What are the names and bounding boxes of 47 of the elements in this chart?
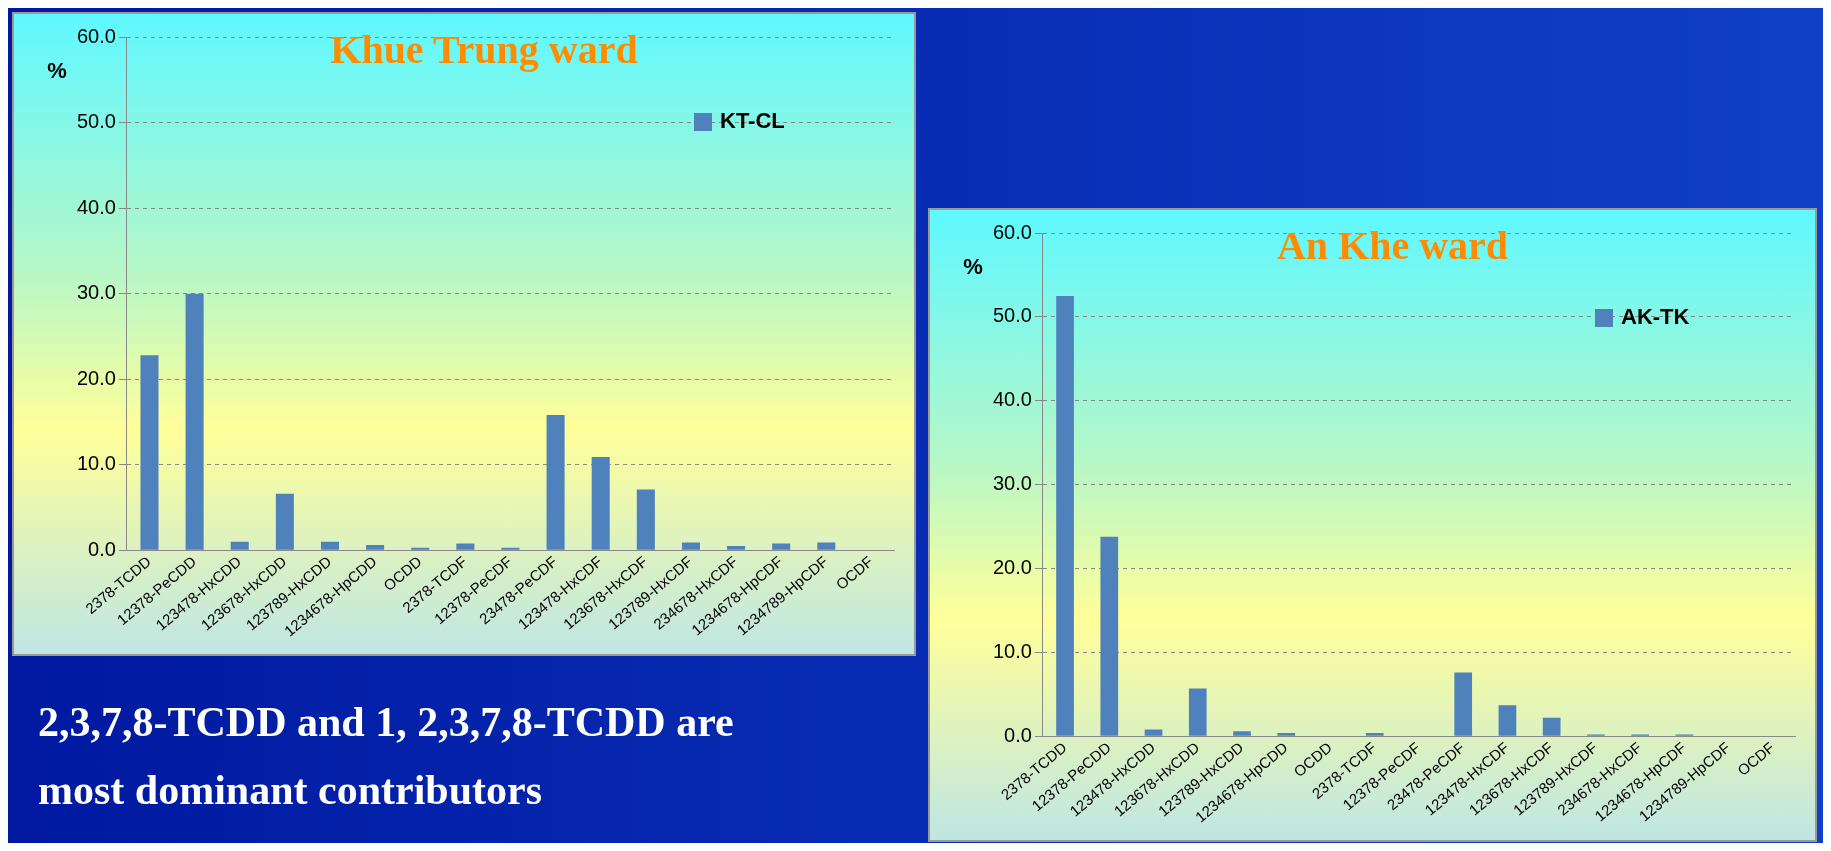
y-tick-label: 50.0 bbox=[992, 304, 1032, 327]
bar bbox=[772, 543, 791, 550]
y-tick-label: 0.0 bbox=[88, 537, 116, 560]
bar bbox=[1277, 732, 1296, 736]
y-axis-title: % bbox=[963, 254, 983, 280]
bar bbox=[681, 542, 700, 550]
bar bbox=[1100, 536, 1119, 736]
bar bbox=[636, 489, 655, 550]
bar bbox=[1498, 705, 1517, 736]
bar bbox=[546, 415, 565, 550]
y-tick-label: 10.0 bbox=[76, 452, 116, 475]
y-tick-label: 60.0 bbox=[76, 24, 116, 47]
y-tick-label: 60.0 bbox=[992, 220, 1032, 243]
y-tick-label: 50.0 bbox=[76, 110, 116, 133]
bar bbox=[320, 541, 339, 550]
y-tick-label: 40.0 bbox=[76, 195, 116, 218]
bar bbox=[817, 542, 836, 550]
bar bbox=[411, 547, 430, 550]
legend-label: KT-CL bbox=[720, 108, 785, 134]
bar bbox=[1233, 731, 1251, 736]
y-tick-label: 10.0 bbox=[992, 639, 1032, 662]
bar bbox=[185, 293, 204, 550]
chart-title: An Khe ward bbox=[1276, 223, 1509, 269]
y-tick-label: 30.0 bbox=[76, 281, 116, 304]
y-tick-label: 20.0 bbox=[992, 556, 1032, 579]
y-tick-label: 40.0 bbox=[992, 388, 1032, 411]
bar bbox=[366, 545, 385, 550]
y-tick-label: 0.0 bbox=[1004, 723, 1032, 746]
bar bbox=[1365, 732, 1384, 736]
bar bbox=[501, 547, 520, 550]
bar bbox=[456, 543, 475, 550]
legend-label: AK-TK bbox=[1621, 304, 1690, 330]
bar bbox=[591, 457, 610, 550]
bar bbox=[1188, 688, 1207, 736]
y-axis-title: % bbox=[47, 58, 67, 84]
text: 2,3,7,8-TCDD and 1, 2,3,7,8-TCDD are most dominant contributors bbox=[38, 698, 735, 815]
bar bbox=[1454, 672, 1473, 736]
bar bbox=[1056, 295, 1074, 736]
y-tick-label: 20.0 bbox=[76, 366, 116, 389]
chart-title: Khue Trung ward bbox=[330, 27, 638, 73]
bar bbox=[1144, 729, 1163, 736]
bar bbox=[230, 541, 249, 550]
bar bbox=[275, 493, 294, 550]
y-tick-label: 30.0 bbox=[992, 472, 1032, 495]
bar bbox=[727, 545, 746, 550]
bar bbox=[1542, 717, 1561, 736]
bar bbox=[140, 355, 159, 550]
